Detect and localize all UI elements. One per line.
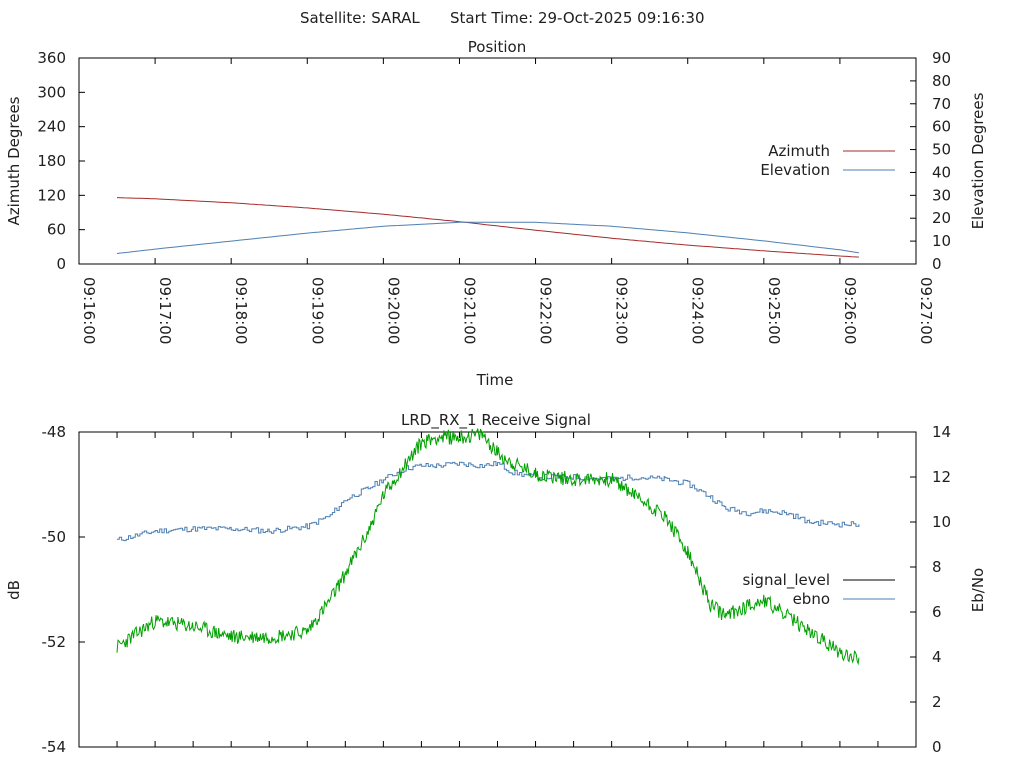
signal-y2tick-label: 8	[932, 558, 942, 576]
signal-y2tick-label: 4	[932, 648, 942, 666]
position-xtick-label: 09:23:00	[613, 277, 631, 344]
position-ytick-label: 180	[37, 152, 66, 170]
position-y2tick-label: 80	[932, 72, 951, 90]
position-ytick-label: 120	[37, 186, 66, 204]
position-y2tick-label: 50	[932, 141, 951, 159]
position-title: Position	[468, 38, 526, 56]
position-ytick-label: 0	[56, 255, 66, 273]
signal-right-axis: 0 2 4 6 8 10 12 14	[910, 423, 951, 756]
position-ytick-label: 240	[37, 118, 66, 136]
signal-y2tick-label: 14	[932, 423, 951, 441]
signal-y2label: Eb/No	[969, 568, 987, 612]
start-time-label: Start Time: 29-Oct-2025 09:16:30	[450, 9, 705, 27]
position-xtick-label: 09:16:00	[80, 277, 98, 344]
position-xlabel: Time	[476, 371, 514, 389]
position-ylabel: Azimuth Degrees	[5, 96, 23, 225]
position-series-elevation	[116, 221, 859, 254]
position-y2tick-label: 20	[932, 209, 951, 227]
position-right-axis: 0 10 20 30 40 50 60 70 80 90	[910, 49, 951, 273]
legend-signal-level-label: signal_level	[742, 571, 830, 590]
signal-series-green	[116, 428, 860, 666]
position-xtick-label: 09:27:00	[917, 277, 935, 344]
signal-y2tick-label: 12	[932, 468, 951, 486]
legend-elevation-label: Elevation	[760, 161, 830, 179]
position-y2tick-label: 0	[932, 255, 942, 273]
position-left-axis: 0 60 120 180 240 300 360	[37, 49, 85, 273]
signal-y2tick-label: 6	[932, 603, 942, 621]
position-xtick-label: 09:19:00	[308, 277, 326, 344]
position-xtick-label: 09:18:00	[232, 277, 250, 344]
legend-ebno-label: ebno	[793, 590, 830, 608]
signal-ytick-label: -52	[42, 633, 67, 651]
signal-left-axis: -54 -52 -50 -48	[42, 423, 85, 756]
signal-ytick-label: -48	[42, 423, 67, 441]
position-xtick-label: 09:22:00	[537, 277, 555, 344]
signal-plot-frame	[78, 431, 917, 748]
position-y2tick-label: 60	[932, 118, 951, 136]
signal-ytick-label: -54	[42, 738, 67, 756]
position-xtick-label: 09:17:00	[156, 277, 174, 344]
position-xtick-label: 09:24:00	[689, 277, 707, 344]
signal-y2tick-label: 10	[932, 513, 951, 531]
signal-series	[116, 428, 860, 666]
position-y2tick-label: 10	[932, 232, 951, 250]
position-chart: Position 0 60 120 180 240 300 360 0 10 20 30 40 50 6…	[5, 38, 987, 389]
signal-chart: LRD_RX_1 Receive Signal -54 -52 -50 -48 0 2 4…	[5, 411, 987, 756]
satellite-label: Satellite: SARAL	[300, 9, 420, 27]
position-ytick-label: 300	[37, 83, 66, 101]
position-xtick-label: 09:21:00	[460, 277, 478, 344]
signal-ytick-label: -50	[42, 528, 67, 546]
position-xtick-label: 09:26:00	[841, 277, 859, 344]
position-xtick-label: 09:20:00	[384, 277, 402, 344]
position-ytick-label: 360	[37, 49, 66, 67]
signal-time-axis	[78, 432, 917, 747]
position-time-axis: 09:16:00 09:17:00 09:18:00 09:19:00 09:20:00…	[78, 58, 935, 344]
position-y2tick-label: 40	[932, 163, 951, 181]
position-y2label: Elevation Degrees	[969, 92, 987, 229]
position-y2tick-label: 30	[932, 186, 951, 204]
position-y2tick-label: 90	[932, 49, 951, 67]
signal-y2tick-label: 0	[932, 738, 942, 756]
signal-series-ebno	[117, 461, 860, 542]
position-series	[116, 197, 859, 258]
position-ytick-label: 60	[47, 221, 66, 239]
position-series-azimuth	[116, 197, 859, 258]
signal-y2tick-label: 2	[932, 693, 942, 711]
signal-ylabel: dB	[5, 580, 23, 600]
position-xtick-label: 09:25:00	[765, 277, 783, 344]
position-y2tick-label: 70	[932, 95, 951, 113]
legend-azimuth-label: Azimuth	[768, 142, 830, 160]
signal-title: LRD_RX_1 Receive Signal	[401, 411, 591, 430]
